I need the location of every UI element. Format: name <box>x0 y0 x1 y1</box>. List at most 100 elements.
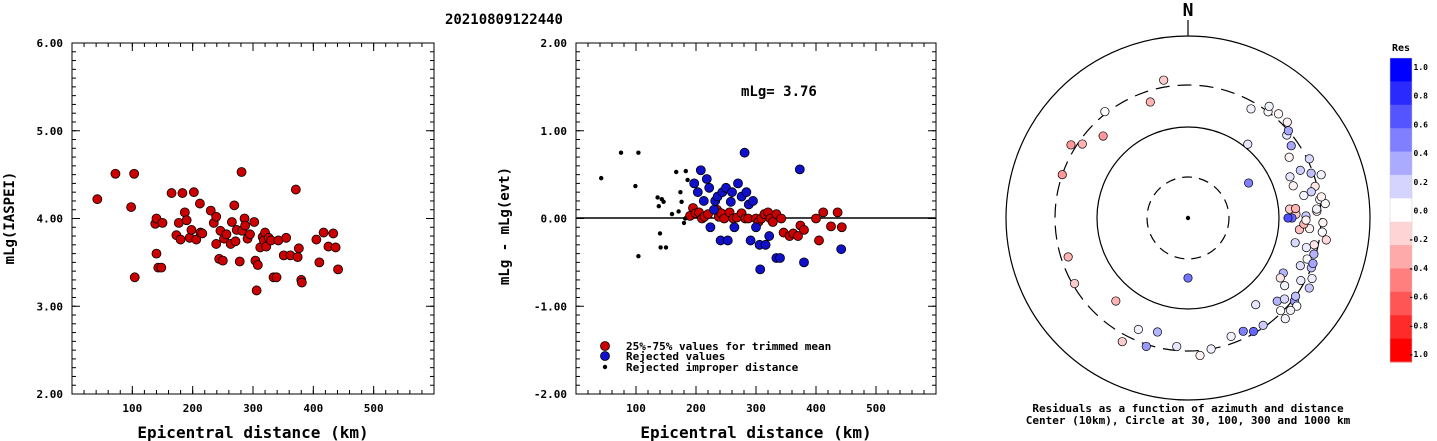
station-residual-point <box>1070 278 1080 289</box>
station-residual-point <box>1100 107 1110 117</box>
event-magnitude-annotation: mLg= 3.76 <box>741 84 817 100</box>
data-point <box>236 167 247 177</box>
data-point <box>177 188 188 198</box>
trimmed-mean-point <box>836 222 847 233</box>
data-point <box>211 239 222 249</box>
data-point <box>179 207 190 218</box>
x-tick-label: 300 <box>746 402 766 415</box>
station-residual-point <box>1251 300 1261 310</box>
station-residual-point <box>1283 213 1293 223</box>
y-tick-label: 1.00 <box>541 125 568 138</box>
data-point <box>240 220 251 231</box>
improper-distance-point <box>678 189 683 195</box>
x-tick-label: 400 <box>806 402 826 415</box>
trimmed-mean-point <box>767 217 778 227</box>
improper-distance-point <box>618 150 624 155</box>
improper-distance-point <box>676 209 681 214</box>
x-tick-label: 100 <box>626 402 646 415</box>
data-points <box>599 147 847 275</box>
station-residual-point <box>1309 249 1319 259</box>
improper-distance-point <box>633 183 638 189</box>
station-residual-point <box>1172 341 1182 352</box>
data-point <box>234 256 245 267</box>
legend-marker-rejected <box>600 351 610 361</box>
colorbar-swatch <box>1390 221 1412 246</box>
trimmed-mean-point <box>814 235 824 246</box>
x-tick-label: 400 <box>303 402 323 415</box>
trimmed-mean-point <box>799 225 809 235</box>
data-points <box>92 167 343 296</box>
data-point <box>281 232 292 243</box>
data-point <box>156 262 167 273</box>
y-axis-label: mLg - mLg(evt) <box>497 167 513 285</box>
legend-label-improper-distance: Rejected improper distance <box>626 361 799 374</box>
data-point <box>252 260 263 270</box>
y-tick-label: -1.00 <box>534 300 567 313</box>
x-axis-label: Epicentral distance (km) <box>137 423 368 441</box>
data-point <box>197 228 208 239</box>
station-residual-point <box>1288 181 1298 191</box>
data-point <box>110 168 121 179</box>
ring-30km <box>1146 176 1230 260</box>
station-residual-point <box>1304 154 1314 164</box>
data-point <box>271 272 282 283</box>
station-residual-point <box>1279 294 1290 304</box>
improper-distance-point <box>681 220 687 226</box>
rejected-point <box>689 178 700 189</box>
colorbar-swatch <box>1390 338 1412 363</box>
station-residual-point <box>1183 273 1193 283</box>
station-residual-point <box>1117 337 1127 347</box>
rejected-point <box>729 222 740 233</box>
rejected-point <box>701 174 712 184</box>
colorbar-swatch <box>1390 81 1412 106</box>
data-point <box>328 228 339 239</box>
station-residual-point <box>1308 258 1318 269</box>
station-residual-point <box>1275 273 1285 283</box>
station-residual-point <box>1309 240 1319 250</box>
panel-magnitude-vs-distance: Epicentral distance (km) mLg(IASPEI) 100… <box>2 37 435 441</box>
improper-distance-point <box>599 175 604 181</box>
colorbar-frame <box>1389 57 1413 363</box>
trimmed-mean-point <box>776 213 787 224</box>
improper-distance-point <box>683 216 688 221</box>
improper-distance-point <box>636 254 641 259</box>
station-residual-point <box>1296 275 1306 286</box>
colorbar-tick-labels: 1.0 0.8 0.6 0.4 0.2 0.0 -0.2 -0.4 -0.6 -0.8 -1.0 <box>1409 63 1428 359</box>
colorbar-swatch <box>1390 315 1412 340</box>
station-residual-point <box>1291 291 1301 301</box>
station-residual-point <box>1077 139 1087 149</box>
rejected-point <box>748 196 758 206</box>
data-point <box>211 211 222 222</box>
data-point <box>181 215 192 226</box>
figure-title: 20210809122440 <box>445 12 563 28</box>
colorbar-tick-label: -1.0 <box>1409 350 1428 359</box>
station-residual-point <box>1195 350 1205 361</box>
data-point <box>318 227 329 238</box>
improper-distance-point <box>683 168 688 174</box>
rejected-point <box>755 264 766 275</box>
data-point <box>129 168 140 179</box>
station-residual-point <box>1283 126 1293 136</box>
rejected-point <box>799 257 809 268</box>
rejected-point <box>722 235 733 246</box>
station-residual-point <box>1206 344 1216 354</box>
station-residual-point <box>1248 326 1259 336</box>
data-point <box>229 200 240 211</box>
station-residual-point <box>1292 301 1302 311</box>
station-residual-point <box>1141 341 1151 351</box>
rejected-point <box>733 178 743 189</box>
rejected-point <box>727 187 737 198</box>
data-point <box>290 184 301 195</box>
data-point <box>296 277 307 288</box>
colorbar-tick-label: 1.0 <box>1414 63 1429 72</box>
rejected-point <box>739 147 750 158</box>
colorbar-swatch <box>1390 291 1412 316</box>
colorbar-tick-label: -0.2 <box>1409 235 1428 244</box>
data-point <box>314 257 325 268</box>
colorbar-title: Res <box>1392 43 1410 54</box>
station-residual-point <box>1316 192 1326 202</box>
y-tick-label: 3.00 <box>37 300 64 313</box>
colorbar-swatch <box>1390 104 1412 129</box>
station-residual-point <box>1098 131 1108 141</box>
